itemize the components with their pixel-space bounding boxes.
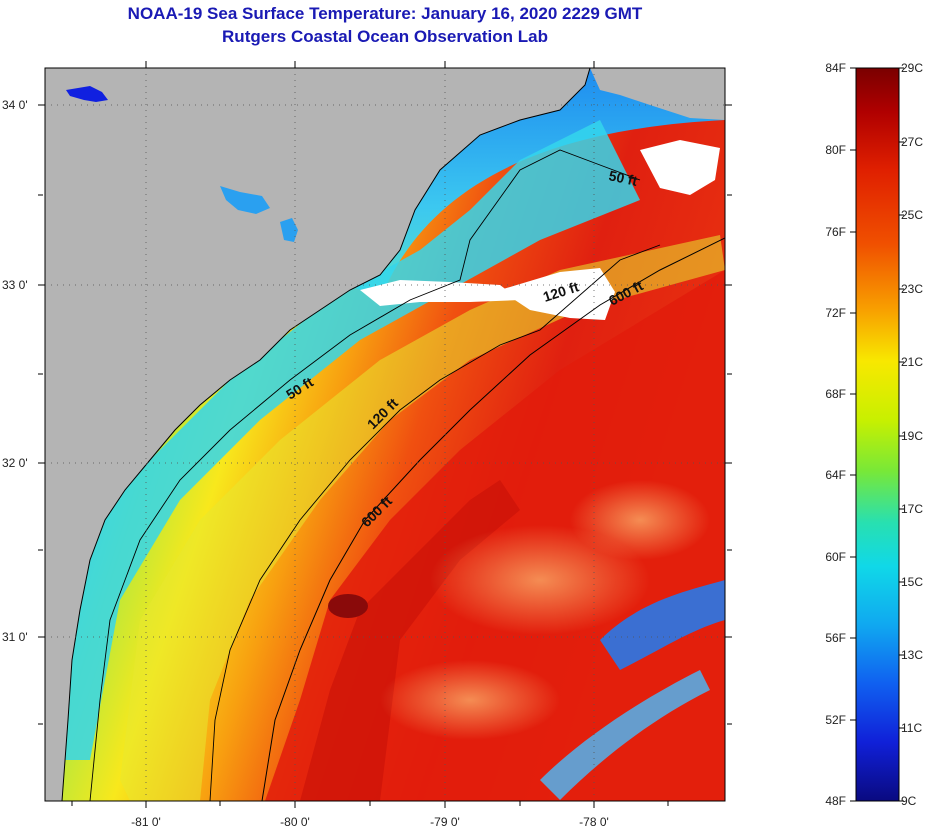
warm-eddy-patch — [570, 480, 710, 560]
colorbar-gradient — [855, 67, 900, 802]
colorbar-label-29c: 29C — [901, 61, 923, 75]
contour-label-50ft-north: 50 ft — [607, 167, 639, 189]
isobath-50ft — [89, 149, 641, 801]
lat-label-33: 33 0' — [2, 278, 28, 292]
colorbar-label-11c: 11C — [901, 721, 922, 735]
lat-label-31: 31 0' — [2, 630, 28, 644]
coastline — [61, 68, 591, 801]
colorbar: 84F 80F 76F 72F 68F 64F 60F 56F 52F 48F … — [825, 61, 923, 808]
cloud-patch — [640, 140, 720, 195]
nearshore-cool-band — [60, 120, 640, 760]
lon-label-80: -80 0' — [280, 815, 310, 829]
map-border — [44, 67, 726, 802]
colorbar-label-76f: 76F — [825, 225, 846, 239]
cool-water-region — [340, 68, 725, 300]
lon-label-81: -81 0' — [131, 815, 161, 829]
colorbar-label-56f: 56F — [825, 631, 846, 645]
colorbar-label-25c: 25C — [901, 208, 923, 222]
inland-lake — [66, 86, 108, 102]
lon-label-78: -78 0' — [579, 815, 609, 829]
land-mass — [45, 68, 590, 801]
offshore-cool-filament — [540, 670, 710, 800]
axis-ticks — [38, 61, 732, 808]
isobath-120ft — [209, 244, 661, 801]
map-imagery — [45, 68, 725, 801]
map-subtitle: Rutgers Coastal Ocean Observation Lab — [222, 27, 548, 46]
cloud-patch — [360, 280, 520, 306]
colorbar-ticks — [850, 67, 904, 802]
isobath-600ft — [261, 237, 725, 801]
warm-eddy-patch — [380, 660, 560, 740]
lon-label-79: -79 0' — [430, 815, 460, 829]
graticule — [45, 68, 725, 801]
land-mass-ne — [590, 68, 725, 120]
inland-lake — [220, 186, 270, 214]
map-title: NOAA-19 Sea Surface Temperature: January… — [127, 4, 643, 23]
colorbar-label-68f: 68F — [825, 387, 846, 401]
cloud-patch — [500, 268, 615, 320]
transition-band — [120, 235, 725, 801]
lat-label-34: 34 0' — [2, 98, 28, 112]
sst-map: 34 0' 33 0' 32 0' 31 0' -81 0' -80 0' -7… — [2, 61, 732, 829]
colorbar-label-60f: 60F — [825, 550, 846, 564]
colorbar-label-52f: 52F — [825, 713, 846, 727]
colorbar-label-72f: 72F — [825, 306, 846, 320]
colorbar-label-13c: 13C — [901, 648, 923, 662]
offshore-cool-filament — [600, 580, 725, 670]
colorbar-label-21c: 21C — [901, 355, 923, 369]
colorbar-label-9c: 9C — [901, 794, 917, 808]
colorbar-label-48f: 48F — [825, 794, 846, 808]
colorbar-label-19c: 19C — [901, 429, 923, 443]
colorbar-label-84f: 84F — [825, 61, 846, 75]
colorbar-label-27c: 27C — [901, 135, 923, 149]
colorbar-label-15c: 15C — [901, 575, 923, 589]
colorbar-label-23c: 23C — [901, 282, 923, 296]
lat-label-32: 32 0' — [2, 456, 28, 470]
hot-spot — [328, 594, 368, 618]
warm-eddy-patch — [430, 525, 650, 635]
inland-lake — [280, 218, 298, 242]
gulf-stream-core — [300, 480, 520, 801]
colorbar-label-64f: 64F — [825, 468, 846, 482]
colorbar-label-80f: 80F — [825, 143, 846, 157]
colorbar-label-17c: 17C — [901, 502, 923, 516]
